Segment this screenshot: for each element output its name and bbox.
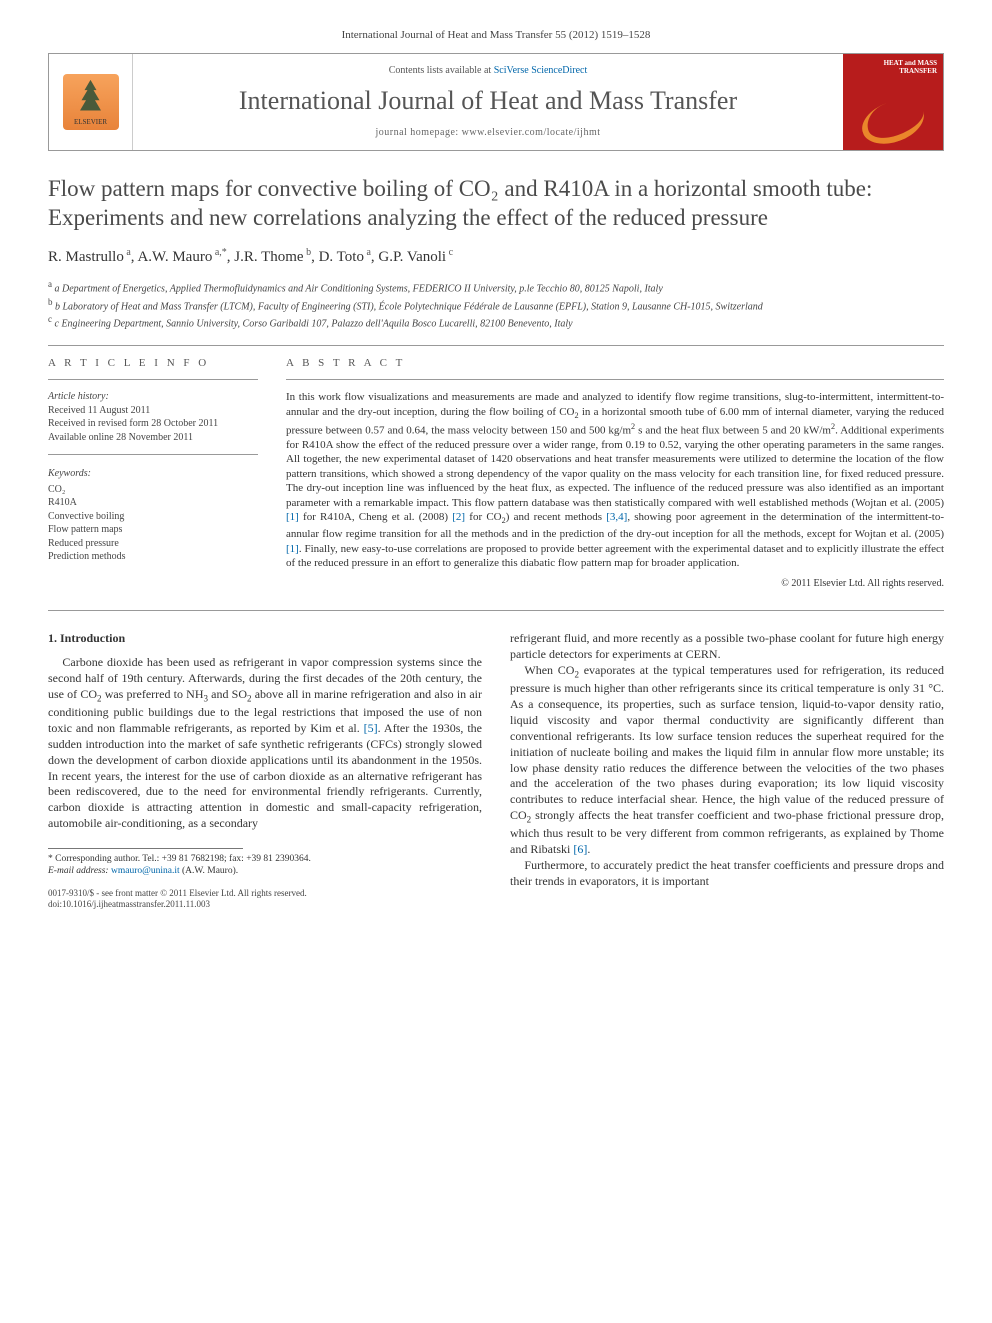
elsevier-logo: ELSEVIER <box>63 74 119 130</box>
corresponding-author-footnote: * Corresponding author. Tel.: +39 81 768… <box>48 853 482 878</box>
doi-line: doi:10.1016/j.ijheatmasstransfer.2011.11… <box>48 899 482 911</box>
abstract-col: A B S T R A C T In this work flow visual… <box>286 356 944 590</box>
intro-para-3: Furthermore, to accurately predict the h… <box>510 858 944 890</box>
body-col-left: 1. Introduction Carbone dioxide has been… <box>48 631 482 910</box>
journal-homepage: journal homepage: www.elsevier.com/locat… <box>141 126 835 140</box>
corresponding-line: * Corresponding author. Tel.: +39 81 768… <box>48 853 482 865</box>
section-1-heading: 1. Introduction <box>48 631 482 647</box>
sciencedirect-link[interactable]: SciVerse ScienceDirect <box>494 65 588 76</box>
ref-link-1a[interactable]: [1] <box>286 511 299 523</box>
rule-top <box>48 345 944 346</box>
intro-para-1: Carbone dioxide has been used as refrige… <box>48 655 482 832</box>
article-info-heading: A R T I C L E I N F O <box>48 356 258 371</box>
keywords-title: Keywords: <box>48 467 258 481</box>
affiliation-b: b b Laboratory of Heat and Mass Transfer… <box>48 296 944 314</box>
cover-text: HEAT and MASS TRANSFER <box>849 60 937 75</box>
article-info-col: A R T I C L E I N F O Article history: R… <box>48 356 258 590</box>
ref-link-1b[interactable]: [1] <box>286 543 299 555</box>
journal-header-box: ELSEVIER Contents lists available at Sci… <box>48 53 944 151</box>
history-revised: Received in revised form 28 October 2011 <box>48 417 258 431</box>
cover-swirl-icon <box>856 92 930 151</box>
footnote-rule <box>48 848 243 849</box>
journal-cover-thumb: HEAT and MASS TRANSFER <box>843 54 943 150</box>
publisher-logo-label: ELSEVIER <box>74 118 107 127</box>
abstract-text: In this work flow visualizations and mea… <box>286 390 944 571</box>
email-label: E-mail address: <box>48 866 109 876</box>
email-line: E-mail address: wmauro@unina.it (A.W. Ma… <box>48 865 482 877</box>
rule-bottom <box>48 610 944 611</box>
rule-info-2 <box>48 454 258 455</box>
body-col-right: refrigerant fluid, and more recently as … <box>510 631 944 910</box>
history-online: Available online 28 November 2011 <box>48 431 258 445</box>
keyword-3: Convective boiling <box>48 510 258 524</box>
keyword-2: R410A <box>48 496 258 510</box>
ref-link-2[interactable]: [2] <box>452 511 465 523</box>
elsevier-tree-icon <box>76 80 106 114</box>
keyword-1: CO₂ <box>48 483 258 497</box>
rule-info-1 <box>48 379 258 380</box>
affiliation-c: c c Engineering Department, Sannio Unive… <box>48 313 944 331</box>
info-abstract-block: A R T I C L E I N F O Article history: R… <box>48 356 944 590</box>
email-link[interactable]: wmauro@unina.it <box>111 866 180 876</box>
ref-link-5[interactable]: [5] <box>364 721 378 735</box>
contents-available-line: Contents lists available at SciVerse Sci… <box>141 64 835 78</box>
affiliation-a: a a Department of Energetics, Applied Th… <box>48 278 944 296</box>
rule-abstract <box>286 379 944 380</box>
keyword-5: Reduced pressure <box>48 537 258 551</box>
intro-para-2: When CO2 evaporates at the typical tempe… <box>510 663 944 858</box>
article-title: Flow pattern maps for convective boiling… <box>48 175 944 233</box>
history-received: Received 11 August 2011 <box>48 404 258 418</box>
contents-prefix: Contents lists available at <box>389 65 494 76</box>
keyword-4: Flow pattern maps <box>48 523 258 537</box>
abstract-heading: A B S T R A C T <box>286 356 944 371</box>
authors-line: R. Mastrullo a, A.W. Mauro a,*, J.R. Tho… <box>48 246 944 267</box>
abstract-copyright: © 2011 Elsevier Ltd. All rights reserved… <box>286 577 944 591</box>
keyword-6: Prediction methods <box>48 550 258 564</box>
citation-line: International Journal of Heat and Mass T… <box>48 28 944 43</box>
body-columns: 1. Introduction Carbone dioxide has been… <box>48 631 944 910</box>
keywords-block: Keywords: CO₂ R410A Convective boiling F… <box>48 467 258 564</box>
header-center: Contents lists available at SciVerse Sci… <box>133 54 843 150</box>
intro-para-1-cont: refrigerant fluid, and more recently as … <box>510 631 944 663</box>
front-matter-line: 0017-9310/$ - see front matter © 2011 El… <box>48 888 482 900</box>
affiliations: a a Department of Energetics, Applied Th… <box>48 278 944 331</box>
ref-link-34[interactable]: [3,4] <box>606 511 627 523</box>
journal-name: International Journal of Heat and Mass T… <box>141 83 835 118</box>
publisher-logo-cell: ELSEVIER <box>49 54 133 150</box>
article-history-title: Article history: <box>48 390 258 404</box>
email-suffix: (A.W. Mauro). <box>182 866 238 876</box>
ref-link-6[interactable]: [6] <box>573 842 587 856</box>
